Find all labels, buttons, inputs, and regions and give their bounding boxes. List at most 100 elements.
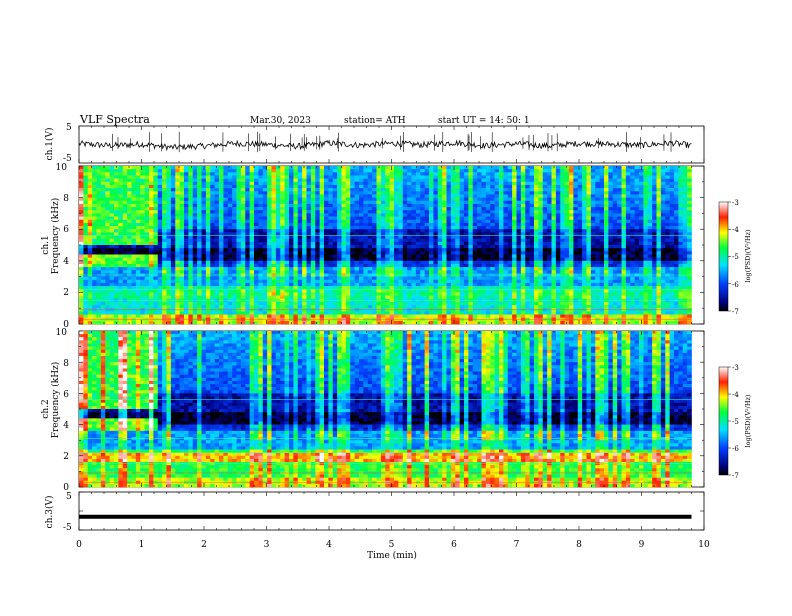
spectrogram-cell [232, 223, 237, 226]
spectrogram-cell [328, 204, 333, 207]
spectrogram-cell [197, 223, 202, 226]
spectrogram-cell [398, 264, 403, 267]
spectrogram-cell [118, 213, 123, 216]
spectrogram-cell [604, 239, 609, 242]
spectrogram-cell [438, 226, 443, 229]
spectrogram-cell [482, 185, 487, 188]
spectrogram-cell [573, 204, 578, 207]
spectrogram-cell [280, 239, 285, 242]
spectrogram-cell [136, 254, 141, 257]
spectrogram-cell [552, 201, 557, 204]
spectrogram-cell [503, 213, 508, 216]
spectrogram-cell [403, 226, 408, 229]
spectrogram-cell [254, 245, 259, 248]
spectrogram-cell [293, 267, 298, 270]
spectrogram-cell [372, 248, 377, 251]
spectrogram-cell [263, 223, 268, 226]
spectrogram-cell [263, 258, 268, 261]
spectrogram-cell [451, 175, 456, 178]
spectrogram-cell [635, 254, 640, 257]
spectrogram-cell [604, 226, 609, 229]
spectrogram-cell [311, 270, 316, 273]
spectrogram-cell [377, 191, 382, 194]
spectrogram-cell [600, 261, 605, 264]
spectrogram-cell [206, 198, 211, 201]
spectrogram-cell [560, 207, 565, 210]
spectrogram-cell [508, 223, 513, 226]
spectrogram-cell [499, 267, 504, 270]
spectrogram-cell [477, 258, 482, 261]
spectrogram-cell [499, 217, 504, 220]
spectrogram-cell [158, 204, 163, 207]
spectrogram-cell [508, 166, 513, 169]
spectrogram-cell [237, 264, 242, 267]
spectrogram-cell [482, 201, 487, 204]
spectrogram-cell [683, 267, 688, 270]
spectrogram-cell [674, 270, 679, 273]
spectrogram-cell [525, 198, 530, 201]
spectrogram-cell [132, 229, 137, 232]
spectrogram-cell [407, 179, 412, 182]
spectrogram-cell [517, 191, 522, 194]
spectrogram-cell [254, 172, 259, 175]
spectrogram-cell [237, 194, 242, 197]
spectrogram-cell [521, 242, 526, 245]
spectrogram-cell [101, 236, 106, 239]
spectrogram-cell [412, 182, 417, 185]
spectrogram-cell [455, 185, 460, 188]
spectrogram-cell [512, 245, 517, 248]
spectrogram-cell [499, 264, 504, 267]
spectrogram-cell [464, 188, 469, 191]
spectrogram-cell [525, 207, 530, 210]
spectrogram-cell [188, 175, 193, 178]
spectrogram-cell [184, 270, 189, 273]
spectrogram-cell [674, 194, 679, 197]
spectrogram-cell [552, 258, 557, 261]
spectrogram-cell [88, 236, 93, 239]
spectrogram-cell [670, 191, 675, 194]
spectrogram-cell [258, 188, 263, 191]
spectrogram-cell [433, 251, 438, 254]
spectrogram-cell [193, 242, 198, 245]
spectrogram-cell [547, 175, 552, 178]
spectrogram-cell [635, 245, 640, 248]
spectrogram-cell [595, 204, 600, 207]
spectrogram-cell [398, 175, 403, 178]
spectrogram-cell [661, 242, 666, 245]
spectrogram-cell [377, 207, 382, 210]
spectrogram-cell [210, 207, 215, 210]
spectrogram-cell [110, 242, 115, 245]
spectrogram-cell [604, 245, 609, 248]
spectrogram-cell [219, 264, 224, 267]
spectrogram-cell [635, 188, 640, 191]
spectrogram-cell [132, 191, 137, 194]
spectrogram-cell [132, 213, 137, 216]
spectrogram-cell [538, 198, 543, 201]
spectrogram-cell [468, 201, 473, 204]
spectrogram-cell [464, 201, 469, 204]
spectrogram-cell [337, 251, 342, 254]
spectrogram-cell [123, 204, 128, 207]
spectrogram-cell [350, 220, 355, 223]
spectrogram-cell [241, 188, 246, 191]
spectrogram-cell [687, 229, 692, 232]
spectrogram-cell [153, 201, 158, 204]
spectrogram-cell [381, 175, 386, 178]
spectrogram-cell [381, 223, 386, 226]
spectrogram-cell [140, 188, 145, 191]
spectrogram-cell [110, 267, 115, 270]
spectrogram-cell [381, 264, 386, 267]
spectrogram-cell [206, 245, 211, 248]
spectrogram-cell [328, 210, 333, 213]
spectrogram-cell [315, 248, 320, 251]
spectrogram-cell [368, 242, 373, 245]
spectrogram-cell [267, 201, 272, 204]
spectrogram-cell [661, 201, 666, 204]
spectrogram-cell [678, 251, 683, 254]
spectrogram-cell [250, 188, 255, 191]
spectrogram-cell [363, 236, 368, 239]
spectrogram-cell [670, 270, 675, 273]
spectrogram-cell [390, 201, 395, 204]
spectrogram-cell [350, 172, 355, 175]
spectrogram-cell [613, 191, 618, 194]
